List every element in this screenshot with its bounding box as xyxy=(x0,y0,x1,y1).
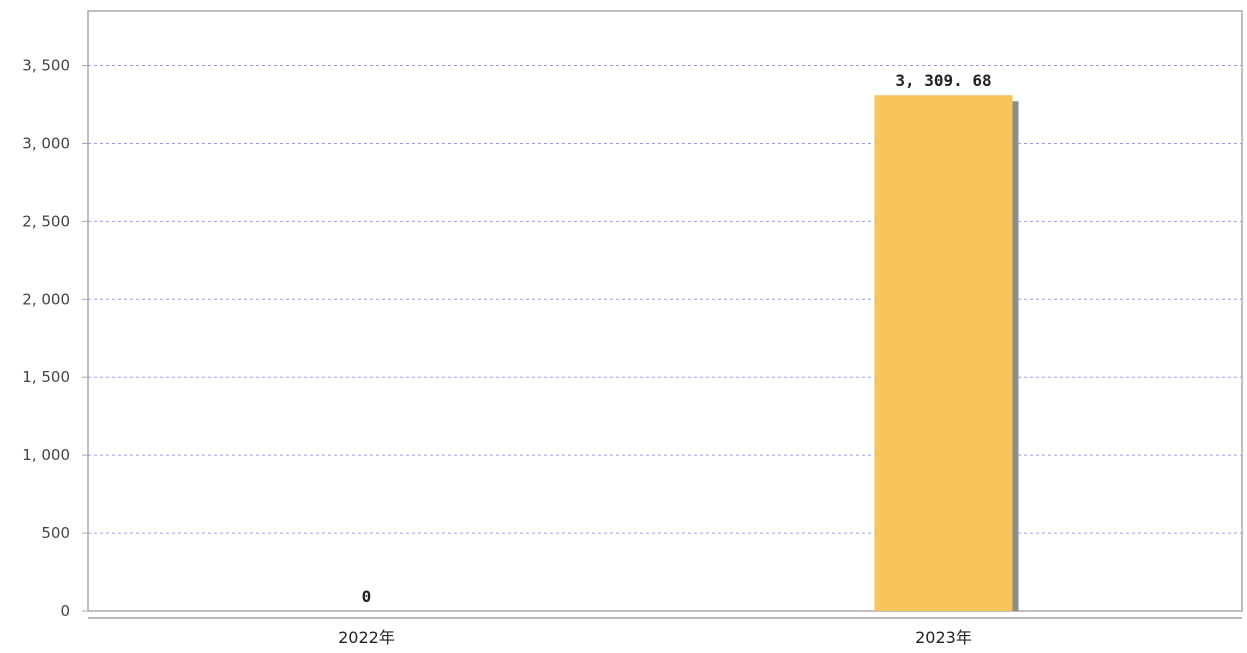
y-tick-label: 3, 000 xyxy=(22,134,70,152)
y-tick-label: 1, 000 xyxy=(22,446,70,464)
plot-frame xyxy=(87,10,1243,612)
x-category-label: 2022年 xyxy=(338,628,395,647)
grid-lines xyxy=(88,65,1242,534)
bar xyxy=(874,95,1013,612)
data-labels: 0 3, 309. 68 xyxy=(362,71,992,606)
y-tick-label: 0 xyxy=(60,602,70,620)
x-axis-categories: 2022年 2023年 xyxy=(338,628,972,647)
y-tick-label: 2, 500 xyxy=(22,212,70,230)
data-label: 0 xyxy=(362,587,372,606)
data-label: 3, 309. 68 xyxy=(895,71,991,90)
y-tick-label: 500 xyxy=(41,524,70,542)
y-tick-label: 1, 500 xyxy=(22,368,70,386)
bars xyxy=(874,95,1019,612)
y-tick-label: 2, 000 xyxy=(22,290,70,308)
y-tick-label: 3, 500 xyxy=(22,57,70,75)
y-axis-ticks: 0 500 1, 000 1, 500 2, 000 2, 500 3, 000 3, 500 xyxy=(22,57,88,620)
x-category-label: 2023年 xyxy=(915,628,972,647)
